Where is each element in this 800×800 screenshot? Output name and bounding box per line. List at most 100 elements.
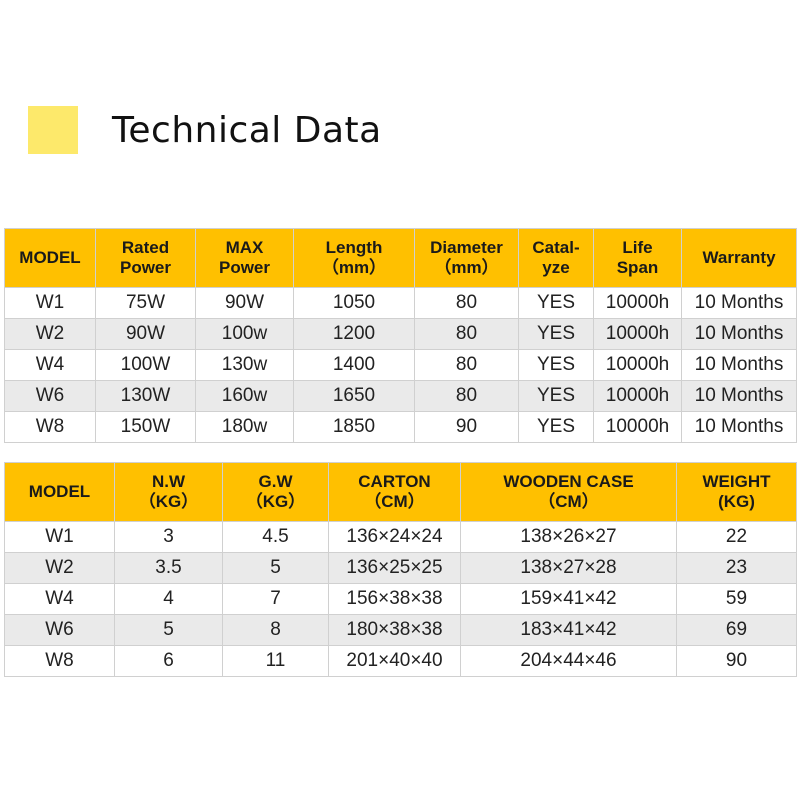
table-row: W8 6 11 201×40×40 204×44×46 90 [4,645,797,677]
table-cell: W6 [4,614,115,646]
table-cell: 10 Months [681,349,797,381]
table-cell: 4.5 [222,521,329,553]
table-cell: 136×25×25 [328,552,461,584]
header-gross-weight: G.W （KG） [222,462,329,522]
table-row: W4 4 7 156×38×38 159×41×42 59 [4,583,797,615]
table-cell: W4 [4,349,96,381]
header-warranty: Warranty [681,228,797,288]
table-cell: 10000h [593,349,682,381]
header-model: MODEL [4,462,115,522]
table-cell: 100W [95,349,196,381]
table-header-row: MODEL N.W （KG） G.W （KG） CARTON （CM） WOODEN … [4,462,797,522]
page-title: Technical Data [112,109,382,151]
header-net-weight: N.W （KG） [114,462,223,522]
table-cell: 90W [95,318,196,350]
table-cell: 80 [414,349,519,381]
header-length: Length （mm） [293,228,415,288]
table-row: W6 5 8 180×38×38 183×41×42 69 [4,614,797,646]
table-cell: 100w [195,318,294,350]
header-carton: CARTON （CM） [328,462,461,522]
header-weight: WEIGHT (KG) [676,462,797,522]
table-cell: W6 [4,380,96,412]
table-cell: W1 [4,287,96,319]
table-cell: 1850 [293,411,415,443]
table-cell: YES [518,287,594,319]
table-cell: 3 [114,521,223,553]
table-row: W1 3 4.5 136×24×24 138×26×27 22 [4,521,797,553]
table-cell: 1200 [293,318,415,350]
header-diameter: Diameter （mm） [414,228,519,288]
table-cell: 130W [95,380,196,412]
header-model: MODEL [4,228,96,288]
table-cell: 3.5 [114,552,223,584]
table-cell: W1 [4,521,115,553]
table-cell: 1050 [293,287,415,319]
table-cell: 90W [195,287,294,319]
table-cell: 10000h [593,318,682,350]
table-cell: 183×41×42 [460,614,677,646]
table-cell: 69 [676,614,797,646]
table-cell: 201×40×40 [328,645,461,677]
table-cell: W2 [4,552,115,584]
header-catalyze: Catal-yze [518,228,594,288]
table-cell: 156×38×38 [328,583,461,615]
table-cell: YES [518,411,594,443]
table-cell: 204×44×46 [460,645,677,677]
table-header-row: MODEL Rated Power MAX Power Length （mm） Dia… [4,228,797,288]
header-rated-power: Rated Power [95,228,196,288]
table-cell: 10 Months [681,318,797,350]
table-cell: YES [518,318,594,350]
table-row: W8 150W 180w 1850 90 YES 10000h 10 Months [4,411,797,443]
header-life-span: Life Span [593,228,682,288]
table-cell: 10000h [593,411,682,443]
table-cell: 180×38×38 [328,614,461,646]
packing-table-body: W1 3 4.5 136×24×24 138×26×27 22 W2 3.5 5 136×25×2… [4,521,797,677]
table-cell: 80 [414,318,519,350]
table-cell: 80 [414,287,519,319]
table-cell: 11 [222,645,329,677]
table-cell: 10 Months [681,411,797,443]
table-cell: 90 [676,645,797,677]
table-cell: 5 [222,552,329,584]
table-cell: 5 [114,614,223,646]
table-cell: YES [518,380,594,412]
table-cell: 23 [676,552,797,584]
table-cell: 160w [195,380,294,412]
table-cell: 4 [114,583,223,615]
header-max-power: MAX Power [195,228,294,288]
packing-table: MODEL N.W （KG） G.W （KG） CARTON （CM） WOODEN … [4,462,797,677]
table-cell: 138×26×27 [460,521,677,553]
table-cell: 1400 [293,349,415,381]
table-cell: 159×41×42 [460,583,677,615]
table-cell: 180w [195,411,294,443]
table-row: W4 100W 130w 1400 80 YES 10000h 10 Months [4,349,797,381]
table-cell: 75W [95,287,196,319]
table-cell: W2 [4,318,96,350]
table-cell: 90 [414,411,519,443]
table-cell: W8 [4,645,115,677]
table-cell: YES [518,349,594,381]
heading-color-swatch [28,106,78,154]
table-cell: W8 [4,411,96,443]
section-heading: Technical Data [28,104,382,156]
table-row: W2 90W 100w 1200 80 YES 10000h 10 Months [4,318,797,350]
table-cell: 10 Months [681,287,797,319]
table-cell: 1650 [293,380,415,412]
header-wooden-case: WOODEN CASE （CM） [460,462,677,522]
technical-specs-table: MODEL Rated Power MAX Power Length （mm） Dia… [4,228,797,443]
specs-table-body: W1 75W 90W 1050 80 YES 10000h 10 Months W2 90W 100… [4,287,797,443]
table-cell: 7 [222,583,329,615]
table-cell: 10000h [593,287,682,319]
table-cell: 10000h [593,380,682,412]
table-cell: 138×27×28 [460,552,677,584]
table-cell: 22 [676,521,797,553]
table-cell: 136×24×24 [328,521,461,553]
table-cell: 130w [195,349,294,381]
table-cell: 6 [114,645,223,677]
table-cell: 10 Months [681,380,797,412]
table-row: W6 130W 160w 1650 80 YES 10000h 10 Months [4,380,797,412]
table-cell: 80 [414,380,519,412]
table-cell: 150W [95,411,196,443]
table-cell: 59 [676,583,797,615]
table-row: W2 3.5 5 136×25×25 138×27×28 23 [4,552,797,584]
